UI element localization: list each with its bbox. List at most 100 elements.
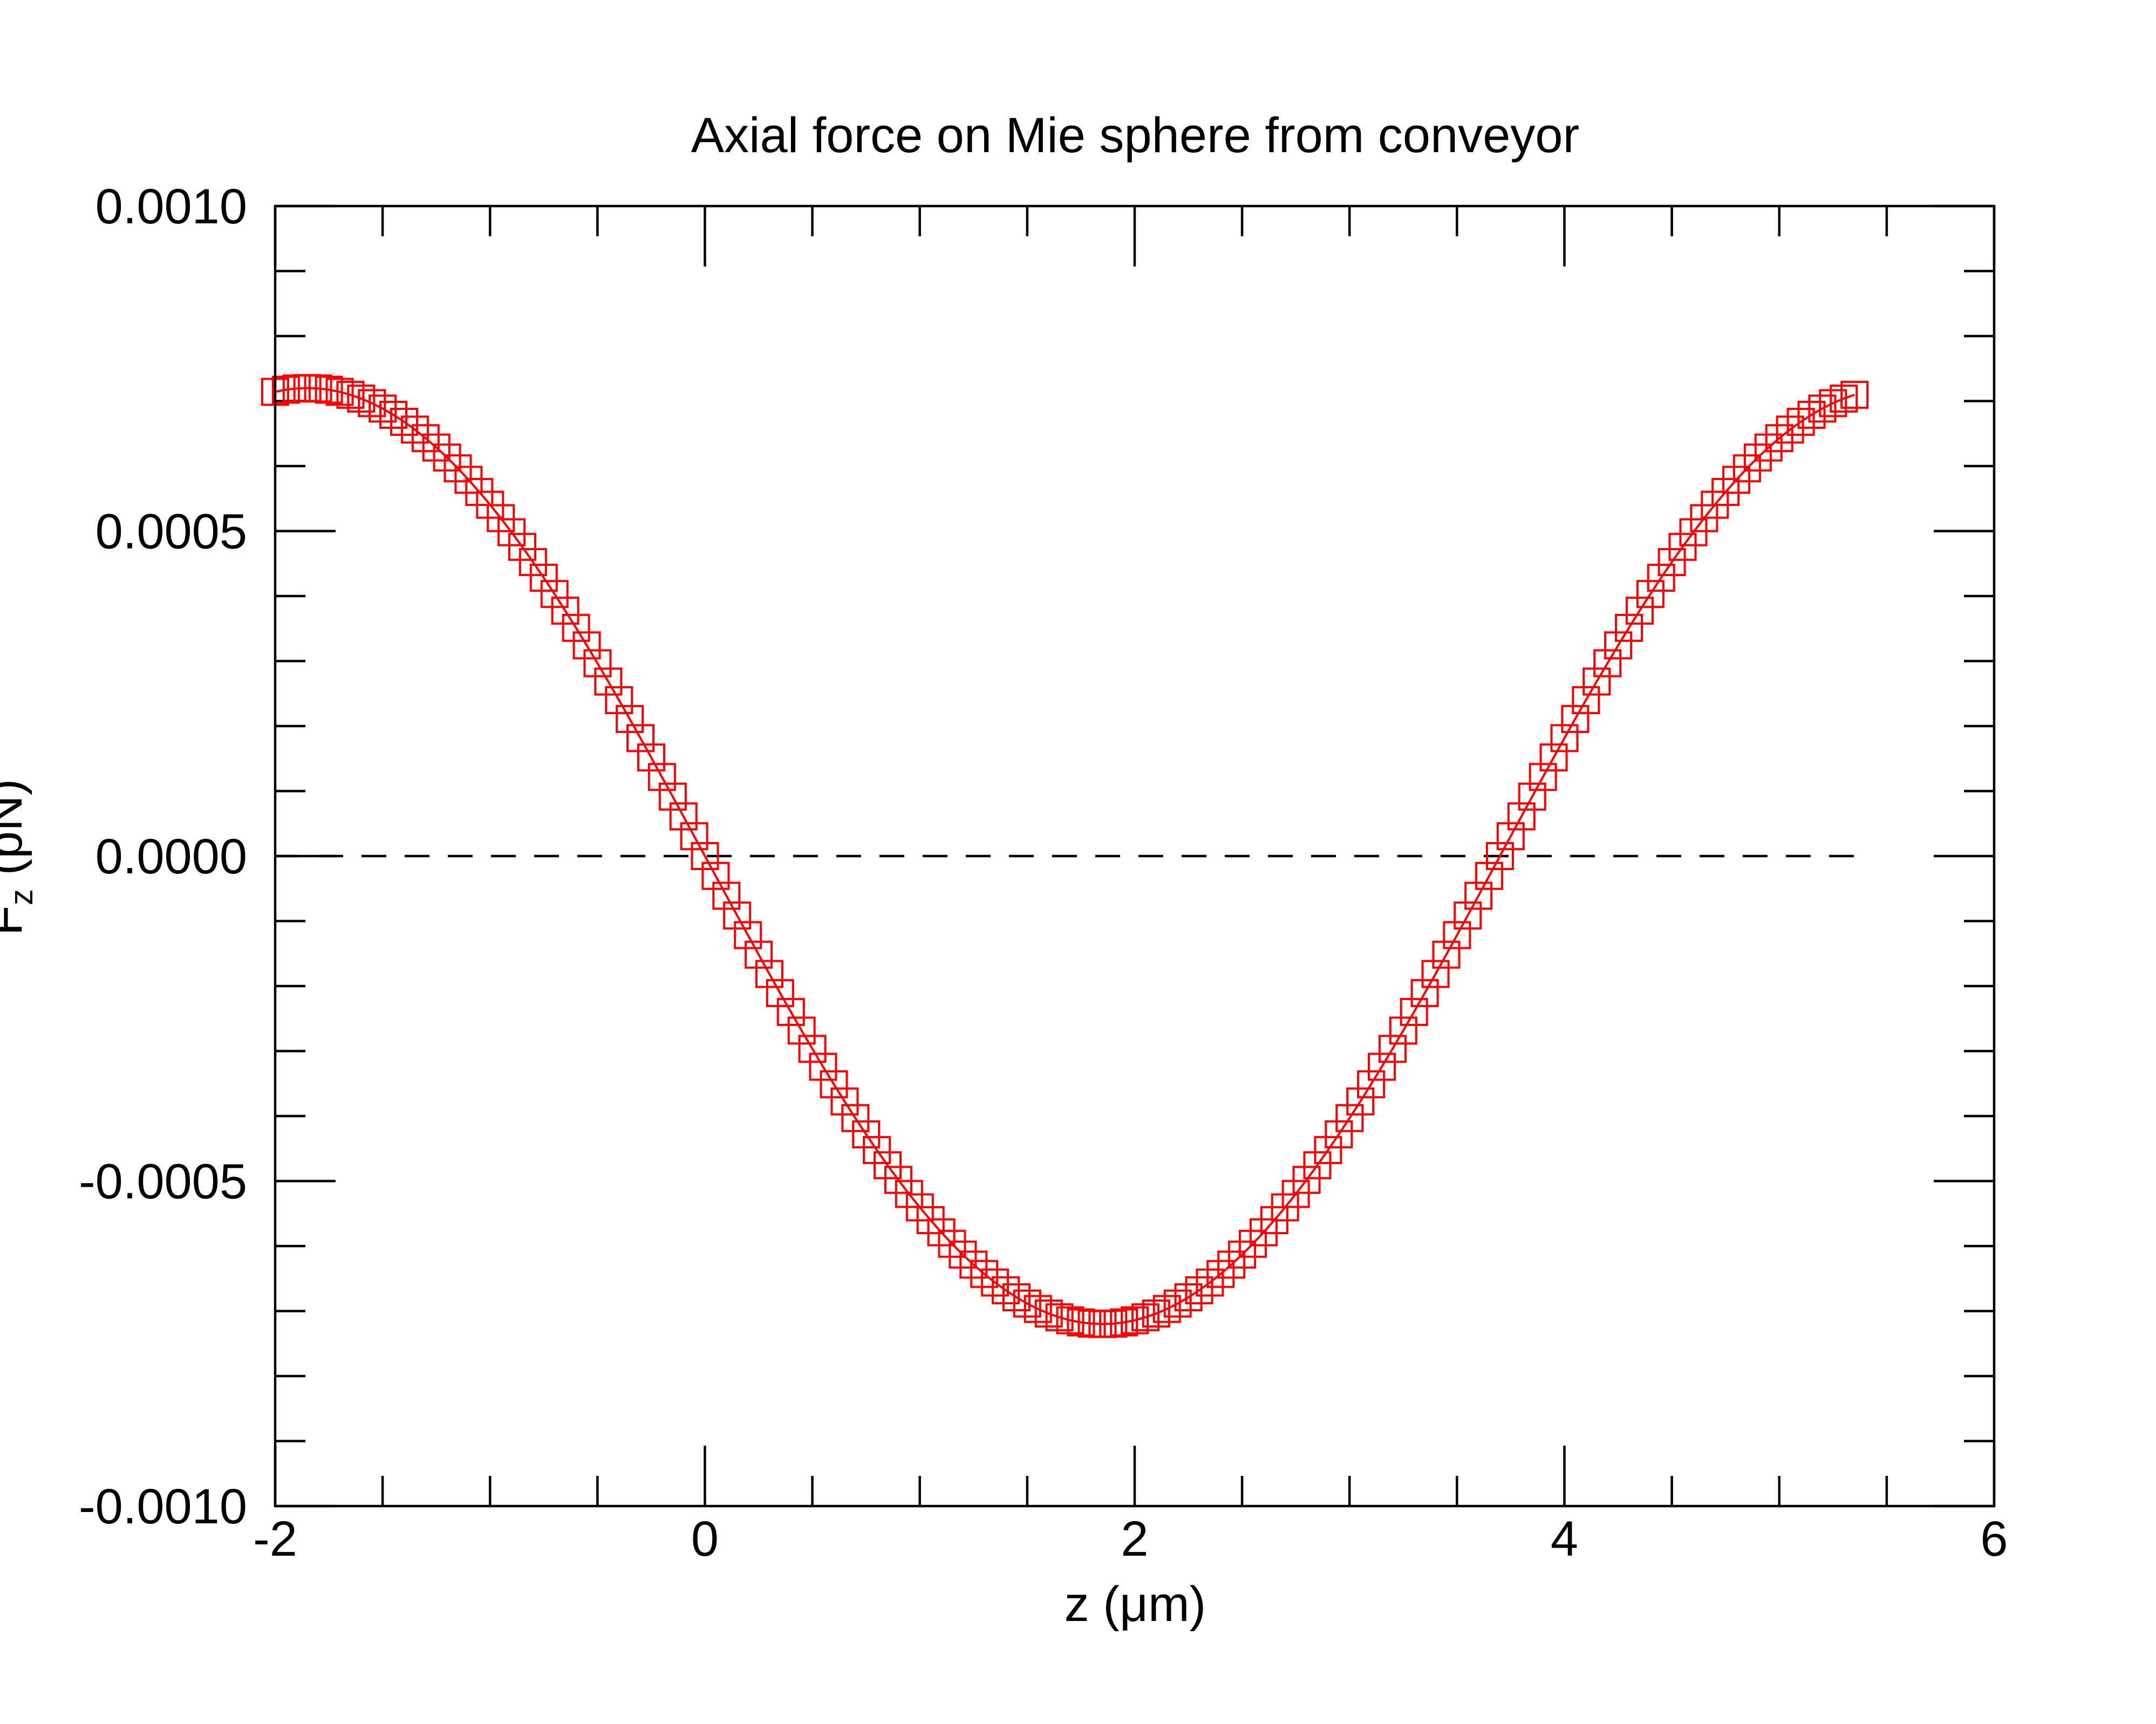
series-line [275, 387, 1855, 1325]
data-point [1518, 782, 1546, 811]
data-point [1110, 1308, 1138, 1337]
data-point [863, 1136, 891, 1164]
data-point [1830, 384, 1858, 413]
data-point [1615, 613, 1643, 642]
x-tick-label: 2 [1121, 1511, 1148, 1566]
y-axis-label-subscript: z [3, 889, 39, 905]
data-point [508, 532, 536, 561]
data-point [1368, 1052, 1396, 1081]
data-point [766, 979, 794, 1008]
data-point [874, 1151, 902, 1180]
data-point [1131, 1303, 1159, 1332]
data-point [271, 375, 300, 404]
data-point [647, 763, 676, 791]
data-point [605, 686, 633, 714]
data-point [411, 424, 440, 453]
data-point [1067, 1308, 1095, 1337]
data-point [1582, 667, 1611, 696]
data-point [1281, 1180, 1310, 1208]
data-point [723, 901, 752, 930]
y-tick-label: 0.0005 [95, 504, 247, 559]
data-point [981, 1268, 1009, 1297]
data-point [1002, 1283, 1031, 1311]
data-point [444, 454, 472, 483]
y-axis-label-unit: (pN) [0, 779, 32, 889]
data-point [1679, 518, 1708, 546]
data-point [529, 564, 558, 592]
data-point [572, 631, 601, 660]
data-point [1647, 564, 1675, 592]
data-point [927, 1218, 956, 1247]
data-point [691, 842, 719, 870]
data-point [1432, 940, 1461, 969]
data-point [1292, 1166, 1321, 1194]
data-point [1539, 743, 1568, 772]
data-point [315, 375, 343, 404]
data-point [422, 433, 451, 462]
data-point [809, 1052, 837, 1081]
data-point [433, 443, 461, 472]
data-point [734, 921, 762, 949]
data-point [1121, 1306, 1149, 1335]
data-point [1797, 401, 1826, 429]
data-point [658, 782, 687, 811]
data-point [1475, 861, 1504, 890]
data-point [1335, 1104, 1364, 1132]
data-point [852, 1120, 881, 1148]
data-point [583, 649, 612, 678]
data-point [1045, 1303, 1074, 1332]
data-point [1185, 1276, 1213, 1304]
data-point [487, 504, 515, 532]
plot-frame [274, 204, 1996, 1508]
data-point [1303, 1151, 1332, 1180]
data-point [1206, 1260, 1235, 1288]
y-axis-label-main: F [0, 905, 32, 935]
data-point [1239, 1229, 1267, 1258]
data-point [830, 1087, 859, 1116]
x-tick-label: 6 [1980, 1511, 2008, 1566]
data-point [518, 548, 547, 576]
y-axis-label: Fz (pN) [0, 779, 39, 936]
data-point [1636, 580, 1664, 608]
data-point [1410, 979, 1439, 1008]
data-point [1357, 1070, 1386, 1099]
data-point [1421, 960, 1450, 988]
x-tick-label: 4 [1551, 1511, 1578, 1566]
y-tick-label: 0.0010 [95, 179, 247, 234]
data-point [1743, 443, 1772, 472]
data-point [1668, 532, 1697, 561]
series-markers [261, 374, 1869, 1338]
data-point [1099, 1309, 1128, 1338]
data-point [1819, 389, 1847, 418]
data-point [787, 1016, 816, 1045]
data-point [594, 667, 623, 696]
data-point [1572, 686, 1600, 714]
data-point [776, 998, 805, 1026]
data-point [745, 940, 773, 969]
data-point [1657, 548, 1686, 576]
data-point [938, 1229, 966, 1258]
data-point [1464, 881, 1493, 910]
data-point [626, 724, 654, 752]
data-point [959, 1250, 988, 1279]
data-point [1346, 1087, 1375, 1116]
data-point [841, 1104, 870, 1132]
x-tick-label: -2 [253, 1511, 297, 1566]
data-point [1013, 1289, 1041, 1318]
data-point [1034, 1299, 1063, 1328]
tick-labels: -2 0 2 4 6 -0.0010 -0.0005 0.0000 0.0005 0.0010 [79, 179, 2008, 1566]
data-point [970, 1260, 999, 1288]
data-point [379, 401, 407, 429]
data-point [1486, 842, 1514, 870]
data-point [637, 743, 665, 772]
y-tick-label: -0.0010 [79, 1479, 247, 1534]
data-point [325, 378, 354, 406]
data-point [400, 415, 429, 444]
data-point [1507, 802, 1536, 831]
data-point [347, 384, 376, 413]
data-point [1496, 822, 1525, 851]
data-point [1325, 1120, 1353, 1148]
data-point [1840, 380, 1869, 409]
data-point [358, 389, 386, 418]
